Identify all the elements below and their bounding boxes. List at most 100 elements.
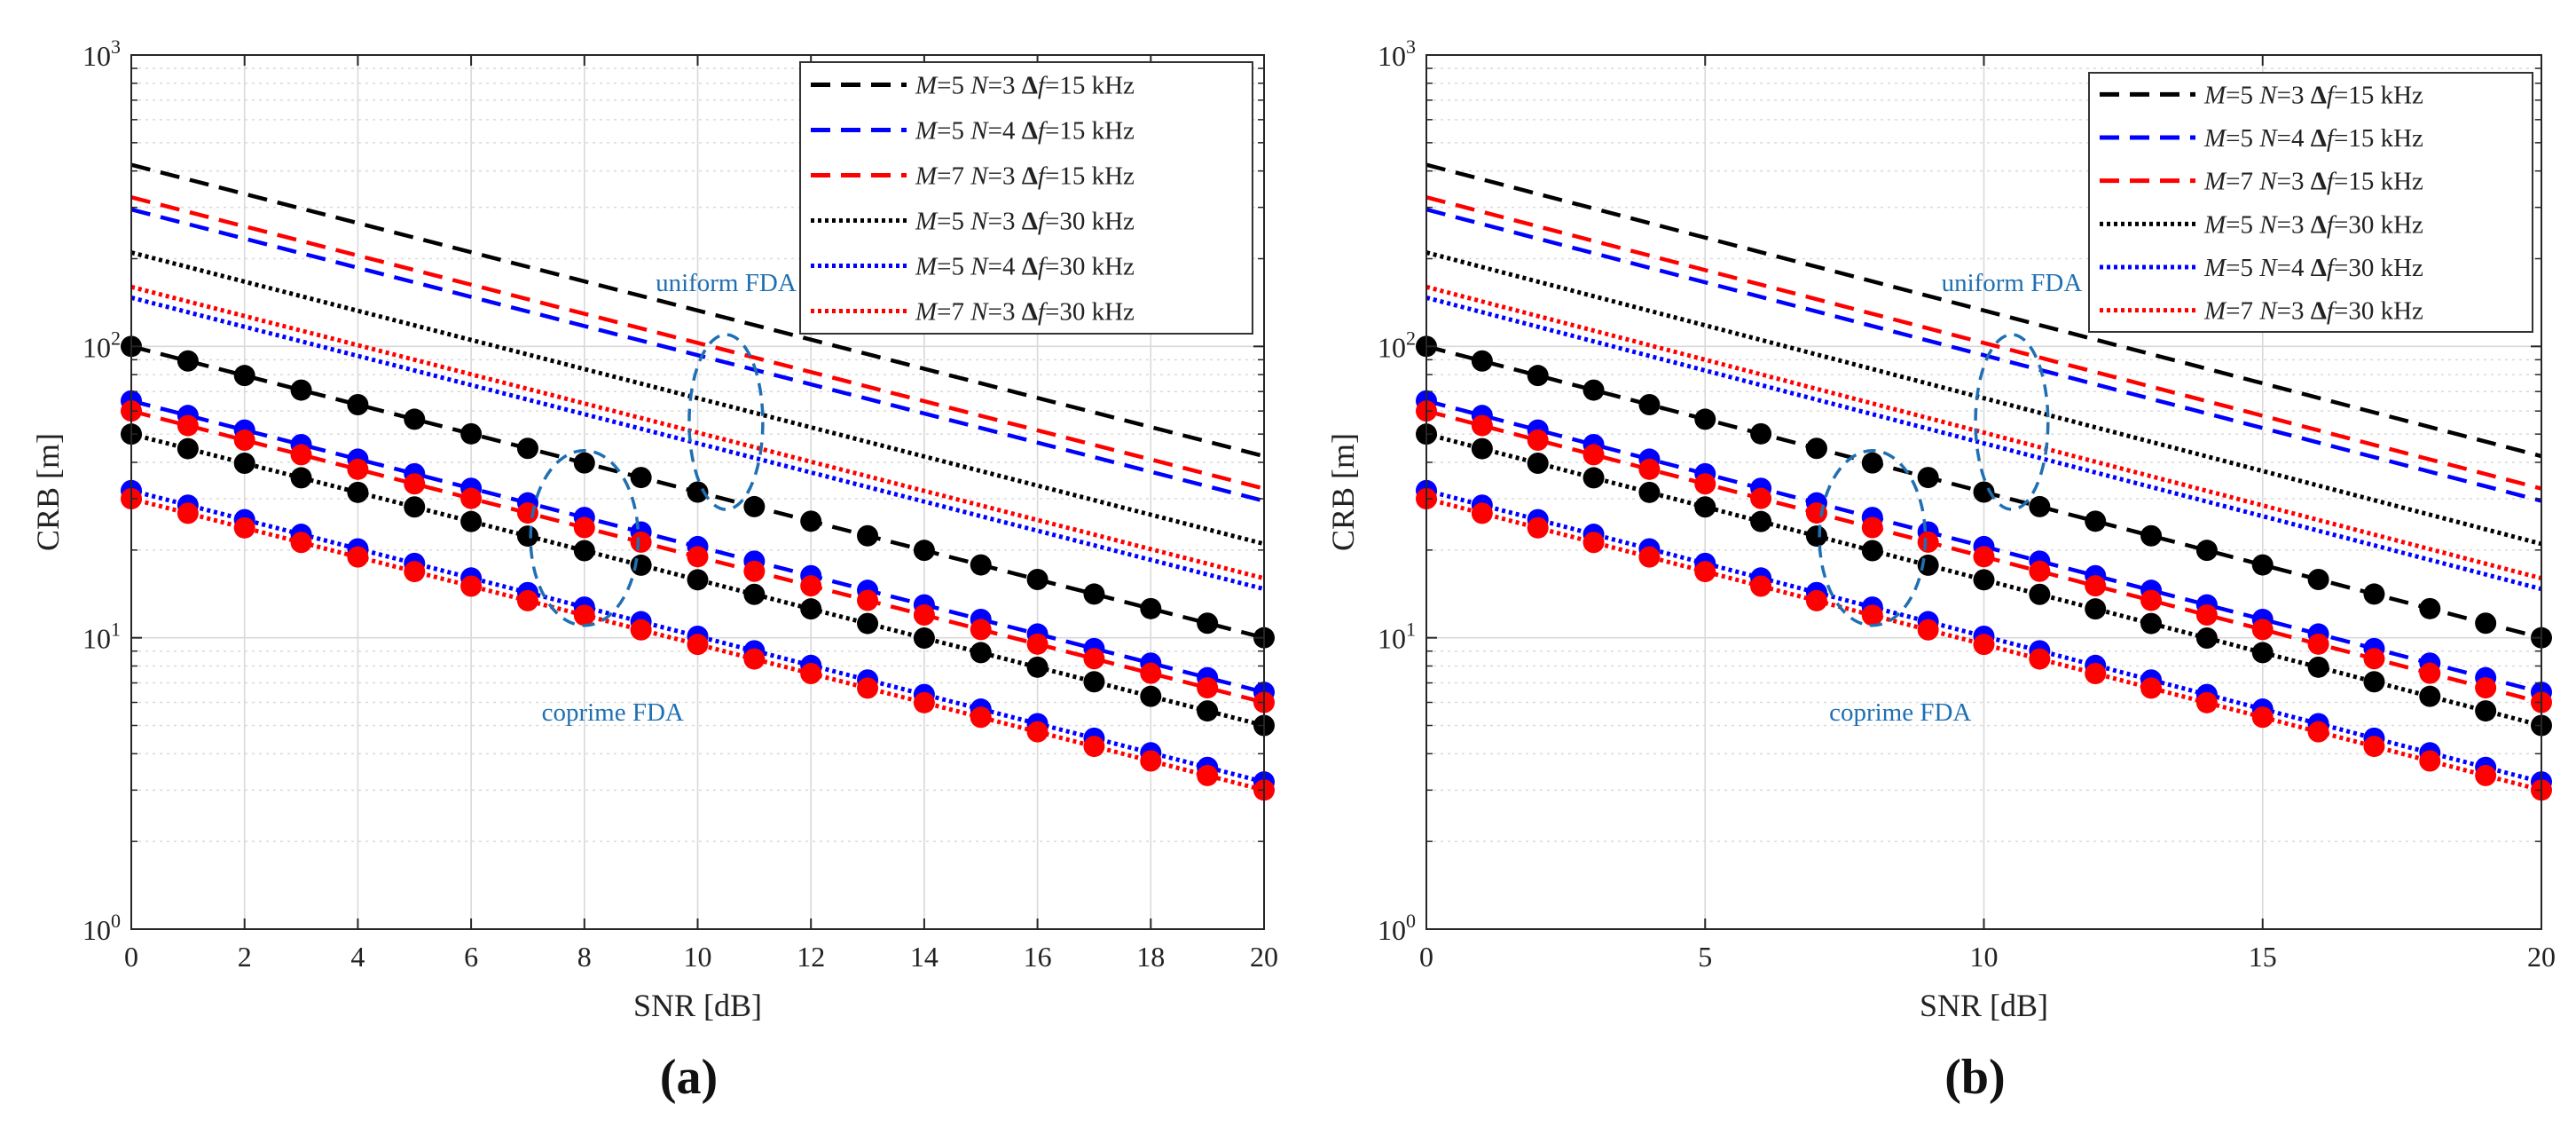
x-tick-label: 20 — [2527, 941, 2556, 973]
data-point — [2419, 597, 2441, 619]
legend-entry: M=5 N=3 Δf=15 kHz — [2203, 81, 2423, 109]
y-axis-label: CRB [m] — [30, 433, 66, 551]
data-point — [1861, 452, 1883, 474]
data-point — [516, 589, 538, 611]
data-point — [1197, 612, 1219, 635]
x-tick-label: 10 — [1970, 941, 1999, 973]
data-point — [1197, 700, 1219, 722]
data-point — [2140, 524, 2163, 547]
data-point — [1694, 496, 1716, 518]
data-point — [687, 546, 709, 568]
data-point — [1750, 422, 1772, 445]
data-point — [2307, 633, 2329, 655]
data-point — [2475, 677, 2497, 699]
data-point — [1471, 502, 1493, 524]
y-tick-label: 103 — [82, 35, 121, 72]
series-line-uniform-m-7-n-3-f-30-khz — [1425, 284, 2542, 581]
data-point — [404, 408, 426, 430]
data-point — [233, 453, 255, 475]
data-point — [800, 510, 822, 532]
data-point — [1638, 394, 1661, 415]
legend: M=5 N=3 Δf=15 kHz M=5 N=4 Δf=15 kHz M=7 N=… — [2088, 72, 2533, 333]
data-point — [2363, 648, 2385, 670]
data-point — [970, 642, 992, 664]
data-point — [1917, 531, 1939, 553]
y-tick-label: 100 — [82, 910, 121, 946]
ellipse-coprime — [529, 448, 640, 627]
data-point — [857, 589, 879, 611]
data-point — [2085, 598, 2107, 620]
data-point — [347, 394, 369, 415]
y-axis-label: CRB [m] — [1325, 433, 1361, 551]
data-point — [573, 452, 595, 474]
data-point — [1083, 648, 1105, 670]
data-point — [1140, 685, 1162, 707]
series-line-uniform-m-5-n-4-f-15-khz — [130, 207, 1265, 503]
data-point — [2085, 510, 2107, 532]
data-point — [516, 437, 538, 460]
legend-entry: M=5 N=4 Δf=15 kHz — [915, 117, 1135, 146]
x-tick-label: 8 — [577, 941, 592, 973]
data-point — [1805, 525, 1827, 548]
legend-entry: M=5 N=4 Δf=15 kHz — [2203, 124, 2423, 153]
data-point — [1471, 437, 1493, 460]
data-point — [2029, 495, 2051, 517]
data-point — [1750, 575, 1772, 597]
data-point — [687, 569, 709, 591]
data-point — [404, 473, 426, 495]
data-point — [1026, 633, 1048, 655]
data-point — [1861, 516, 1883, 539]
data-point — [913, 627, 935, 650]
data-point — [2419, 750, 2441, 772]
x-tick-label: 0 — [1419, 941, 1433, 973]
data-point — [2029, 560, 2051, 582]
panel-label: (b) — [1944, 1050, 2005, 1105]
data-point — [1917, 554, 1939, 576]
data-point — [857, 524, 879, 547]
legend-entry: M=7 N=3 Δf=15 kHz — [915, 162, 1135, 191]
data-point — [573, 516, 595, 539]
data-point — [2251, 642, 2274, 664]
data-point — [2307, 721, 2329, 743]
data-point — [970, 706, 992, 729]
data-point — [2419, 685, 2441, 707]
x-tick-label: 5 — [1698, 941, 1712, 973]
data-point — [1527, 365, 1549, 387]
annotation-label: uniform FDA — [1942, 269, 2083, 297]
data-point — [857, 612, 879, 635]
data-point — [743, 583, 766, 605]
data-point — [2195, 691, 2218, 713]
data-point — [2029, 583, 2051, 605]
x-tick-label: 14 — [910, 941, 939, 973]
x-tick-label: 2 — [238, 941, 252, 973]
x-tick-label: 18 — [1136, 941, 1165, 973]
x-tick-label: 6 — [464, 941, 478, 973]
data-point — [233, 430, 255, 452]
data-point — [2363, 583, 2385, 605]
series-line-uniform-m-5-n-4-f-30-khz — [130, 295, 1265, 592]
data-point — [2363, 671, 2385, 693]
data-point — [2195, 540, 2218, 562]
data-point — [233, 516, 255, 539]
data-point — [743, 560, 766, 582]
data-point — [800, 598, 822, 620]
data-point — [573, 604, 595, 627]
data-point — [2085, 663, 2107, 685]
data-point — [1694, 473, 1716, 495]
ticks: 0 2 4 6 8 10 12 14 16 18 20 100 101 102 103 — [82, 35, 1278, 973]
data-point — [1805, 589, 1827, 611]
series-lines — [121, 162, 1275, 801]
data-point — [2475, 700, 2497, 722]
data-point — [177, 414, 199, 437]
data-point — [1026, 569, 1048, 590]
data-point — [2419, 662, 2441, 684]
x-tick-label: 0 — [124, 941, 138, 973]
data-point — [1471, 350, 1493, 372]
data-point — [2029, 648, 2051, 670]
y-tick-label: 103 — [1378, 35, 1416, 72]
data-point — [1083, 671, 1105, 693]
series-line-uniform-m-7-n-3-f-15-khz — [1425, 195, 2542, 491]
data-point — [2363, 736, 2385, 758]
legend-entry: M=5 N=3 Δf=30 kHz — [2203, 210, 2423, 239]
